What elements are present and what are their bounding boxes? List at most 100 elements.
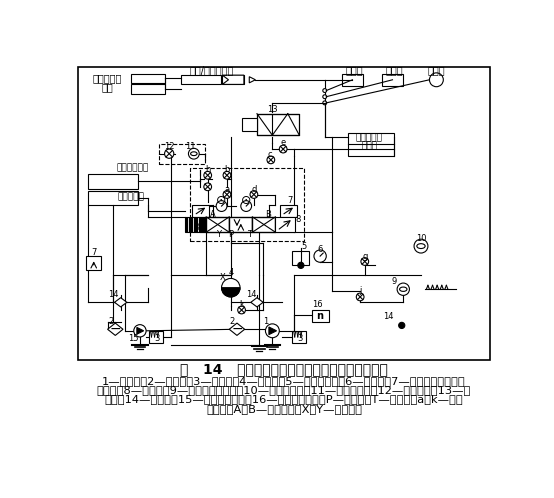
Text: 3: 3: [154, 334, 160, 343]
Text: 传感器；8—被试鄀；9—泄漏流量传感器；10—温度指示器；11—流量传感器；12—备用旁通；13—加: 传感器；8—被试鄀；9—泄漏流量传感器；10—温度指示器；11—流量传感器；12…: [97, 385, 471, 395]
Text: 10: 10: [416, 234, 426, 243]
Circle shape: [222, 278, 240, 297]
Bar: [242, 119, 257, 130]
Polygon shape: [137, 327, 143, 334]
Bar: [206, 217, 229, 232]
Text: 2: 2: [108, 317, 114, 326]
Circle shape: [223, 191, 231, 198]
Circle shape: [356, 293, 364, 301]
Text: 绘图仪: 绘图仪: [345, 66, 363, 76]
Bar: [293, 250, 309, 264]
Circle shape: [323, 95, 327, 99]
Bar: [159, 144, 206, 164]
Circle shape: [361, 257, 368, 265]
Circle shape: [216, 201, 227, 212]
Circle shape: [241, 201, 252, 212]
Bar: [253, 217, 275, 232]
Circle shape: [429, 73, 443, 87]
Bar: [181, 75, 221, 84]
Text: n: n: [317, 311, 324, 321]
Text: 13: 13: [267, 105, 278, 115]
Text: 8: 8: [295, 215, 300, 224]
Bar: [192, 205, 209, 217]
Bar: [88, 174, 137, 189]
Polygon shape: [269, 327, 276, 335]
Wedge shape: [222, 288, 240, 297]
Text: 14: 14: [107, 290, 118, 299]
Text: 15: 15: [129, 334, 139, 343]
Text: 截止鄀；A和B—控制油口；X和Y—先导油口: 截止鄀；A和B—控制油口；X和Y—先导油口: [206, 403, 362, 413]
Bar: [312, 310, 329, 322]
Ellipse shape: [191, 152, 197, 155]
Bar: [131, 74, 165, 83]
Bar: [78, 67, 490, 360]
Text: g: g: [362, 251, 367, 260]
Text: X: X: [194, 223, 199, 232]
Bar: [88, 191, 137, 205]
Text: 2: 2: [230, 317, 235, 326]
Text: T: T: [247, 230, 252, 239]
Text: 电源: 电源: [102, 83, 114, 93]
Polygon shape: [249, 77, 255, 83]
Text: A: A: [210, 210, 216, 219]
Circle shape: [238, 306, 245, 314]
Bar: [280, 205, 297, 217]
Text: 11: 11: [184, 142, 195, 151]
Text: 控制器: 控制器: [361, 141, 377, 150]
Text: 9: 9: [392, 277, 397, 286]
Text: 1—液压源；2—过滤器；3—溢流阀；4—蓄能器；5—温度传感器；6—压力表；7—压力传感器或压差: 1—液压源；2—过滤器；3—溢流阀；4—蓄能器；5—温度传感器；6—压力表；7—…: [102, 376, 466, 386]
Circle shape: [279, 145, 287, 153]
Bar: [149, 331, 163, 343]
Text: Y: Y: [216, 230, 221, 239]
Circle shape: [204, 171, 212, 179]
Circle shape: [265, 324, 279, 338]
Bar: [275, 217, 295, 232]
Text: 3: 3: [297, 334, 303, 343]
Text: 6: 6: [317, 246, 323, 254]
Text: ⊙: ⊙: [241, 194, 252, 207]
Text: 自动/手动控制器: 自动/手动控制器: [189, 66, 234, 76]
Circle shape: [298, 262, 304, 268]
Circle shape: [323, 101, 327, 105]
Circle shape: [314, 250, 326, 262]
Circle shape: [250, 191, 258, 198]
Circle shape: [399, 322, 405, 329]
Circle shape: [223, 171, 231, 179]
Circle shape: [323, 89, 327, 93]
Text: 记录仪: 记录仪: [385, 66, 403, 76]
Circle shape: [134, 325, 146, 337]
Bar: [190, 167, 304, 241]
Polygon shape: [107, 323, 123, 336]
Text: P: P: [228, 230, 233, 239]
Text: 信号发生器: 信号发生器: [93, 73, 122, 83]
Text: 7: 7: [288, 196, 293, 205]
Polygon shape: [222, 75, 244, 84]
Polygon shape: [251, 298, 263, 307]
Bar: [342, 74, 363, 86]
Text: b: b: [224, 165, 229, 174]
Text: e: e: [280, 138, 286, 147]
Text: 示波器: 示波器: [428, 66, 445, 76]
Text: 16: 16: [312, 300, 322, 309]
Circle shape: [165, 149, 174, 158]
Bar: [229, 217, 253, 232]
Text: 自动／手动: 自动／手动: [356, 134, 383, 143]
Bar: [348, 133, 394, 156]
Circle shape: [188, 148, 199, 159]
Polygon shape: [115, 298, 127, 307]
Text: j: j: [359, 286, 361, 295]
Bar: [257, 114, 299, 135]
Polygon shape: [229, 323, 245, 336]
Text: 14: 14: [247, 290, 257, 299]
Bar: [293, 331, 306, 343]
Text: B: B: [265, 210, 271, 219]
Text: −: −: [110, 322, 121, 336]
Circle shape: [267, 156, 275, 164]
Bar: [382, 74, 403, 86]
Text: c: c: [268, 150, 273, 159]
Text: 7: 7: [91, 248, 96, 257]
Text: 14: 14: [383, 312, 394, 321]
Text: 压力显示装置: 压力显示装置: [116, 163, 148, 172]
Text: 1: 1: [264, 317, 269, 326]
Text: 信号处理器: 信号处理器: [117, 192, 144, 201]
